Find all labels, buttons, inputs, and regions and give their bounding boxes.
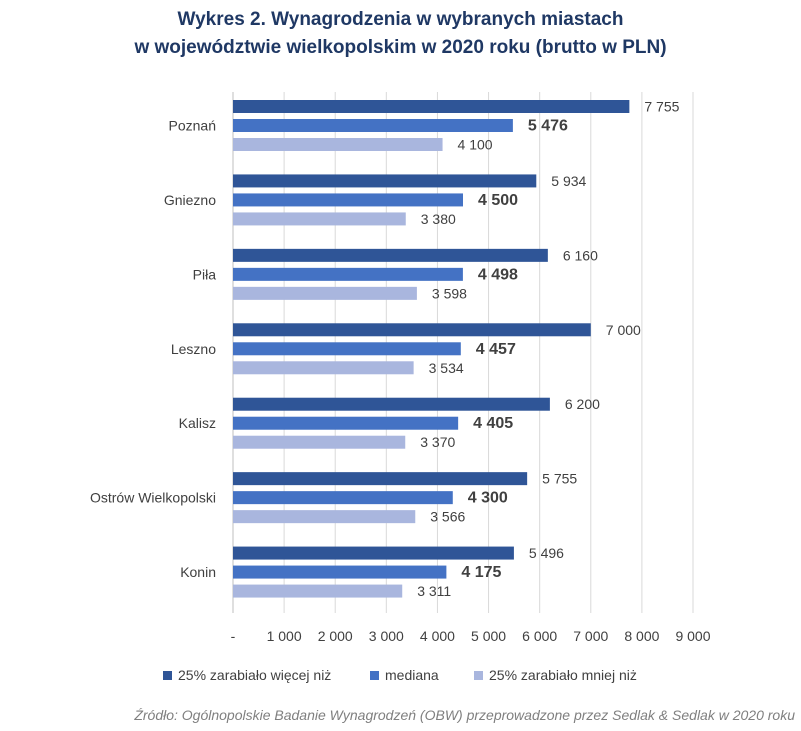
chart-title: Wykres 2. Wynagrodzenia w wybranych mias…	[0, 6, 801, 62]
source-note: Źródło: Ogólnopolskie Badanie Wynagrodze…	[134, 707, 795, 723]
bar	[233, 342, 461, 356]
legend-swatch	[474, 671, 483, 680]
category-label: Leszno	[171, 341, 216, 357]
bar	[233, 565, 447, 579]
data-label: 4 100	[458, 137, 493, 153]
category-labels: Poznań Gniezno Piła Leszno Kalisz Ostrów Wiel…	[90, 118, 216, 581]
data-label: 3 311	[417, 583, 451, 599]
bar	[233, 267, 463, 281]
data-label: 3 380	[421, 211, 456, 227]
x-tick-labels: - 1 000 2 000 3 000 4 000 5 000 6 000 7 000 8 00…	[231, 628, 711, 644]
data-labels: 7 755 5 476 4 100 5 934 4 500 3 380 6 160 4 498…	[417, 99, 679, 600]
x-tick-label: -	[231, 628, 236, 644]
x-tick-label: 8 000	[624, 628, 659, 644]
data-label: 7 000	[606, 322, 641, 338]
chart-title-line-1: Wykres 2. Wynagrodzenia w wybranych mias…	[177, 9, 624, 30]
bar	[233, 138, 443, 151]
bar	[233, 174, 537, 188]
bar	[233, 584, 403, 598]
data-label: 3 598	[432, 285, 467, 301]
bar	[233, 286, 417, 300]
legend-swatch	[370, 671, 379, 680]
category-label: Gniezno	[164, 192, 216, 208]
category-label: Kalisz	[179, 415, 216, 431]
bar	[233, 100, 630, 113]
legend-swatch	[163, 671, 172, 680]
bar	[233, 546, 514, 560]
bars	[233, 100, 630, 598]
data-label: 3 534	[429, 360, 464, 376]
bar	[233, 323, 591, 337]
x-tick-label: 3 000	[369, 628, 404, 644]
bar	[233, 397, 550, 411]
bar	[233, 248, 548, 262]
category-label: Poznań	[169, 118, 216, 134]
data-label: 5 476	[528, 118, 568, 135]
chart-title-line-2: w województwie wielkopolskim w 2020 roku…	[134, 37, 667, 58]
category-label: Piła	[193, 266, 217, 282]
x-tick-label: 1 000	[267, 628, 302, 644]
data-label: 3 566	[430, 509, 465, 525]
legend: 25% zarabiało więcej niż mediana 25% zarab…	[163, 667, 637, 683]
category-label: Konin	[180, 564, 216, 580]
bar	[233, 361, 414, 375]
data-label: 5 755	[542, 471, 577, 487]
data-label: 3 370	[420, 434, 455, 450]
legend-label: 25% zarabiało więcej niż	[178, 667, 331, 683]
data-label: 7 755	[644, 99, 679, 115]
bar-chart: 7 755 5 476 4 100 5 934 4 500 3 380 6 160 4 498…	[90, 92, 711, 683]
x-tick-label: 7 000	[573, 628, 608, 644]
x-tick-label: 2 000	[318, 628, 353, 644]
data-label: 6 160	[563, 247, 598, 263]
data-label: 4 498	[478, 266, 518, 283]
data-label: 4 500	[478, 192, 518, 209]
data-label: 4 405	[473, 415, 513, 432]
bar	[233, 510, 416, 524]
category-label: Ostrów Wielkopolski	[90, 490, 216, 506]
data-label: 4 300	[468, 490, 508, 507]
legend-label: mediana	[385, 667, 439, 683]
x-tick-label: 5 000	[471, 628, 506, 644]
bar	[233, 491, 453, 505]
bar	[233, 212, 406, 226]
x-tick-label: 9 000	[675, 628, 710, 644]
bar	[233, 416, 459, 430]
data-label: 4 457	[476, 341, 516, 358]
bar	[233, 435, 406, 449]
x-tick-label: 6 000	[522, 628, 557, 644]
bar	[233, 193, 463, 207]
data-label: 4 175	[461, 564, 501, 581]
bar	[233, 119, 513, 132]
data-label: 5 934	[551, 173, 586, 189]
data-label: 5 496	[529, 545, 564, 561]
legend-label: 25% zarabiało mniej niż	[489, 667, 637, 683]
bar	[233, 472, 528, 486]
data-label: 6 200	[565, 396, 600, 412]
x-tick-label: 4 000	[420, 628, 455, 644]
